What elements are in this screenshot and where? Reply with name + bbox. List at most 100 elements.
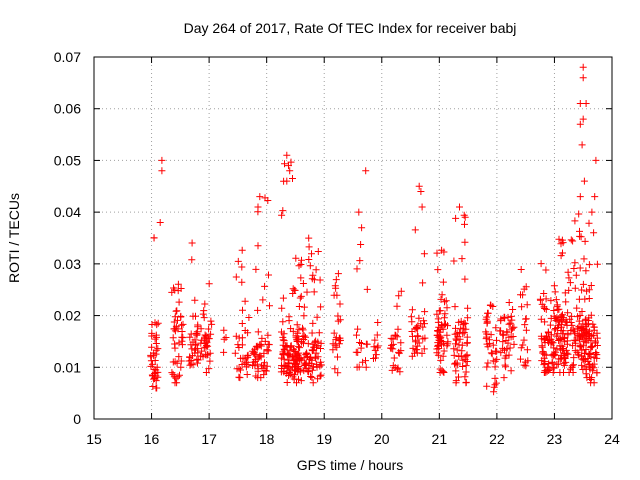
data-point [170, 318, 178, 326]
data-point [194, 356, 202, 364]
data-point [158, 167, 166, 175]
data-point [579, 115, 587, 123]
data-point [456, 203, 463, 211]
data-point [171, 313, 179, 321]
data-point [158, 156, 166, 164]
data-point [590, 360, 598, 368]
data-point [362, 363, 370, 371]
data-point [499, 344, 507, 352]
data-point [497, 327, 505, 335]
data-point [497, 349, 505, 357]
data-point [177, 363, 185, 371]
data-point [232, 273, 240, 281]
data-point [260, 349, 268, 357]
data-point [231, 349, 239, 357]
data-point [177, 285, 185, 292]
data-point [294, 363, 302, 370]
data-point [557, 327, 565, 334]
data-point [299, 324, 306, 332]
data-point [455, 329, 463, 336]
data-point [394, 325, 402, 333]
data-point [521, 321, 529, 329]
data-point [332, 336, 340, 344]
data-point [576, 227, 583, 235]
data-point [314, 375, 322, 383]
data-point [463, 358, 471, 365]
data-point [408, 328, 416, 335]
data-point [487, 349, 495, 357]
data-point [578, 327, 586, 334]
data-point [171, 325, 179, 333]
data-point [149, 383, 157, 390]
data-point [484, 359, 492, 367]
data-point [313, 313, 321, 321]
data-point [520, 336, 528, 344]
data-point [440, 369, 448, 376]
data-point [309, 319, 317, 327]
data-point [413, 332, 421, 340]
data-point [580, 255, 588, 263]
data-point [505, 351, 513, 359]
data-point [452, 214, 460, 222]
data-point [436, 334, 444, 342]
data-point [593, 334, 601, 342]
data-point [372, 351, 380, 359]
data-point [463, 339, 471, 347]
data-point [536, 295, 544, 303]
data-point [570, 354, 578, 362]
data-point [587, 282, 595, 289]
data-point [434, 266, 442, 274]
data-point [540, 361, 548, 369]
data-point [540, 303, 548, 311]
data-point [147, 351, 155, 359]
data-point [188, 256, 196, 264]
data-point [363, 285, 371, 293]
x-tick-label: 18 [259, 431, 275, 447]
data-point [436, 365, 444, 373]
data-point [582, 346, 590, 353]
data-point [293, 321, 301, 329]
data-point [560, 361, 568, 369]
data-point [314, 353, 322, 361]
data-point [579, 63, 587, 71]
data-point [463, 351, 471, 359]
data-point [187, 360, 195, 368]
data-point [175, 353, 183, 361]
data-point [557, 312, 565, 320]
data-point [439, 278, 447, 286]
data-point [354, 325, 362, 333]
data-point [503, 345, 511, 353]
data-point [561, 289, 569, 297]
data-point [550, 344, 558, 352]
data-point [283, 342, 291, 350]
data-point [585, 261, 593, 269]
tick-label-layer: 15 16 17 18 19 20 21 22 23 24 0 0.01 0.02 0.03 0.04 0.0… [54, 49, 620, 447]
data-point [397, 339, 405, 347]
data-point [249, 362, 257, 369]
data-point [412, 346, 420, 354]
data-point [279, 341, 287, 349]
data-point [280, 330, 288, 338]
data-point [509, 324, 517, 332]
data-point [193, 355, 201, 363]
data-point [263, 346, 271, 354]
data-point [290, 345, 297, 353]
data-point [542, 266, 550, 274]
data-point [554, 360, 562, 368]
data-point [317, 371, 325, 379]
data-point [374, 342, 382, 350]
data-point [546, 365, 554, 373]
data-point [295, 325, 303, 333]
data-point [314, 248, 322, 255]
data-point [560, 369, 567, 376]
data-point [563, 318, 571, 326]
data-point [505, 320, 513, 328]
data-point [502, 352, 510, 360]
data-point [571, 284, 579, 292]
data-point [555, 235, 563, 243]
data-point [567, 236, 575, 244]
data-point [464, 314, 472, 322]
data-point [334, 369, 342, 377]
data-point [395, 348, 403, 356]
data-point [296, 344, 304, 352]
